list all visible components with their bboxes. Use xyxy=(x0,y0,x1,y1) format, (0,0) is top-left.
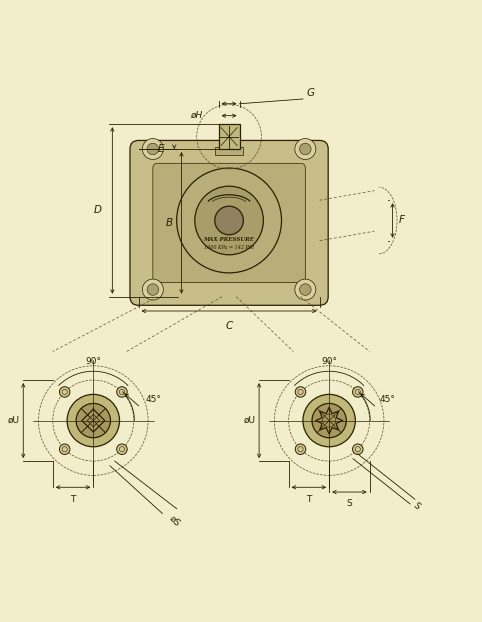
Text: B: B xyxy=(166,218,173,228)
Circle shape xyxy=(147,284,159,295)
FancyBboxPatch shape xyxy=(130,141,328,305)
Circle shape xyxy=(142,279,163,300)
Circle shape xyxy=(295,387,306,397)
Text: øS: øS xyxy=(167,514,181,528)
Text: E: E xyxy=(157,144,164,154)
Text: S: S xyxy=(411,501,421,511)
Text: 1000 KPa = 142 PSI: 1000 KPa = 142 PSI xyxy=(204,245,254,250)
Text: C: C xyxy=(226,322,233,332)
Circle shape xyxy=(299,143,311,155)
Circle shape xyxy=(67,394,120,447)
Text: 90°: 90° xyxy=(85,357,101,366)
Text: S: S xyxy=(347,499,352,508)
Bar xyxy=(215,147,243,155)
Circle shape xyxy=(177,168,281,273)
Circle shape xyxy=(142,139,163,159)
Text: F: F xyxy=(398,215,404,226)
Circle shape xyxy=(312,404,346,438)
Text: D: D xyxy=(94,205,102,215)
Circle shape xyxy=(303,394,355,447)
Bar xyxy=(219,124,240,149)
Text: 45°: 45° xyxy=(379,395,395,404)
Text: øU: øU xyxy=(243,416,255,425)
FancyBboxPatch shape xyxy=(153,164,305,282)
Circle shape xyxy=(215,206,243,234)
Circle shape xyxy=(352,444,363,455)
Text: 90°: 90° xyxy=(321,357,337,366)
Circle shape xyxy=(295,139,316,159)
Circle shape xyxy=(295,279,316,300)
Circle shape xyxy=(295,444,306,455)
Circle shape xyxy=(147,143,159,155)
Text: T: T xyxy=(70,495,76,504)
Circle shape xyxy=(59,387,70,397)
Circle shape xyxy=(76,404,110,438)
Text: G: G xyxy=(307,88,315,98)
Text: 45°: 45° xyxy=(146,395,161,404)
Circle shape xyxy=(195,186,263,255)
Text: øU: øU xyxy=(7,416,19,425)
Circle shape xyxy=(117,444,127,455)
Text: T: T xyxy=(306,495,311,504)
Circle shape xyxy=(352,387,363,397)
Circle shape xyxy=(117,387,127,397)
Text: øH: øH xyxy=(190,111,202,120)
Text: MAX PRESSURE: MAX PRESSURE xyxy=(203,237,254,242)
Circle shape xyxy=(59,444,70,455)
Circle shape xyxy=(299,284,311,295)
